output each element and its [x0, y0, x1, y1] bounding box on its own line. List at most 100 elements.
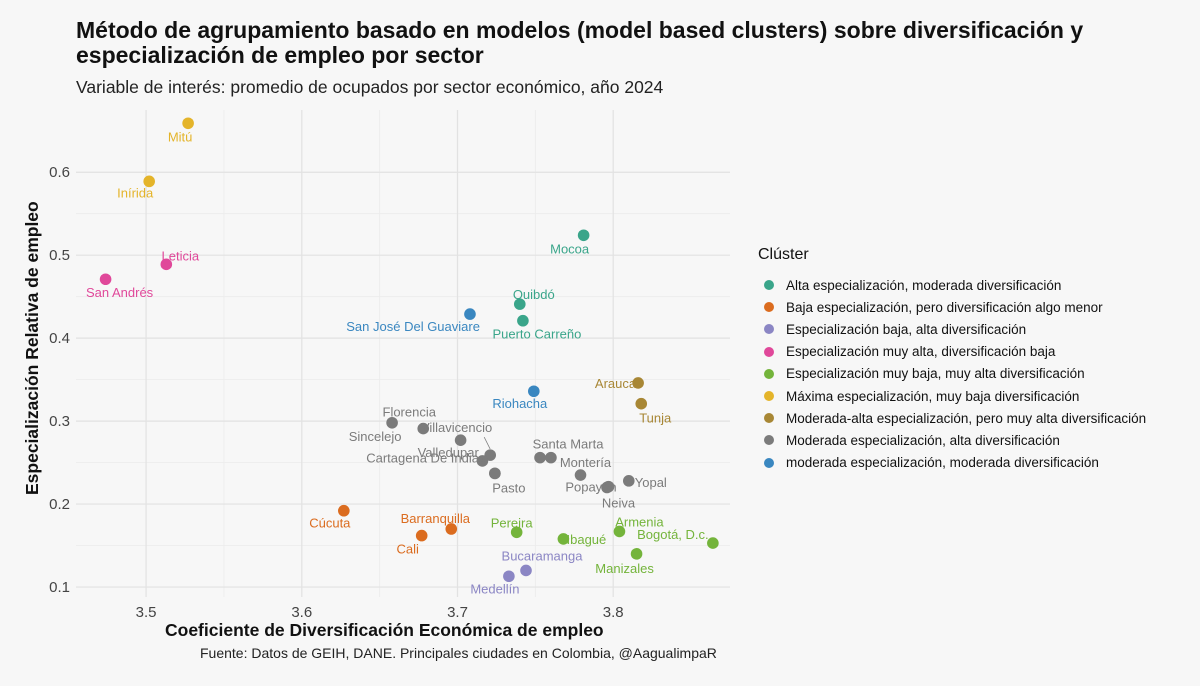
point-label: Riohacha — [492, 396, 548, 411]
y-tick-label: 0.4 — [49, 330, 70, 347]
legend-swatch — [764, 280, 774, 291]
legend-label: Baja especialización, pero diversificaci… — [786, 299, 1103, 315]
data-point — [534, 451, 546, 464]
y-tick-label: 0.5 — [49, 247, 70, 264]
y-tick-label: 0.6 — [49, 164, 70, 181]
legend-label: Moderada-alta especialización, pero muy … — [786, 410, 1147, 426]
point-label: Florencia — [383, 405, 437, 420]
data-point — [528, 385, 540, 398]
data-point — [635, 397, 648, 410]
data-point — [557, 533, 570, 545]
legend-item: Especialización baja, alta diversificaci… — [758, 318, 1146, 340]
point-label: Ibagué — [567, 532, 607, 547]
point-label: Inírida — [117, 185, 154, 200]
data-point — [630, 548, 643, 560]
x-tick-label: 3.5 — [136, 604, 157, 621]
legend-label: Máxima especialización, muy baja diversi… — [786, 388, 1080, 404]
legend-swatch — [764, 435, 774, 446]
point-label: Villavicencio — [421, 420, 492, 435]
data-point — [622, 475, 635, 487]
data-point — [613, 525, 626, 538]
legend-item: Especialización muy baja, muy alta diver… — [758, 363, 1146, 385]
point-label: Quibdó — [513, 287, 555, 302]
data-point — [517, 314, 529, 327]
legend-swatch — [764, 302, 774, 313]
point-label: Bogotá, D.c. — [637, 527, 709, 542]
legend-swatch — [764, 324, 774, 335]
point-label: Barranquilla — [401, 511, 471, 526]
point-label: Pereira — [491, 515, 534, 530]
legend-swatch — [764, 368, 774, 379]
legend-label: Alta especialización, moderada diversifi… — [786, 277, 1062, 293]
point-label: Manizales — [595, 561, 654, 576]
point-label: Puerto Carreño — [492, 327, 581, 342]
legend-item: Baja especialización, pero diversificaci… — [758, 296, 1146, 318]
legend-swatch — [764, 413, 774, 424]
leader-line — [483, 436, 491, 450]
point-label: Neiva — [602, 496, 636, 511]
y-tick-label: 0.3 — [49, 413, 70, 430]
x-tick-label: 3.6 — [291, 604, 312, 621]
legend-item: Moderada-alta especialización, pero muy … — [758, 407, 1146, 429]
data-point — [182, 117, 194, 130]
point-labels: Mitú Inírida Leticia San Andrés Mocoa Quibdó P… — [86, 129, 709, 596]
data-point — [99, 273, 112, 286]
legend-label: moderada especialización, moderada diver… — [786, 455, 1099, 471]
point-label: Mocoa — [550, 241, 590, 256]
point-label: Popayán — [565, 479, 616, 494]
point-label: San José Del Guaviare — [346, 319, 480, 334]
legend-label: Especialización muy baja, muy alta diver… — [786, 366, 1085, 382]
legend-swatch — [764, 346, 774, 357]
point-label: Cali — [396, 542, 419, 557]
legend-label: Especialización muy alta, diversificació… — [786, 344, 1056, 360]
plot-panel — [76, 110, 730, 597]
chart-caption: Fuente: Datos de GEIH, DANE. Principales… — [200, 645, 717, 661]
y-axis-label: Especialización Relativa de empleo — [22, 201, 42, 495]
chart-title: Método de agrupamiento basado en modelos… — [76, 17, 1084, 68]
legend-item: Máxima especialización, muy baja diversi… — [758, 385, 1146, 407]
data-point — [160, 258, 173, 271]
point-label: Armenia — [615, 514, 664, 529]
axis-ticks: 3.5 3.6 3.7 3.8 0.1 0.2 0.3 0.4 0.5 0.6 — [49, 164, 624, 621]
legend-swatch — [764, 391, 774, 402]
legend-item: Alta especialización, moderada diversifi… — [758, 274, 1146, 296]
data-point — [386, 416, 398, 429]
data-point — [417, 422, 430, 435]
data-point — [545, 451, 557, 464]
point-label: Tunja — [639, 411, 672, 426]
legend-title: Clúster — [758, 246, 809, 263]
chart-subtitle: Variable de interés: promedio de ocupado… — [76, 77, 664, 97]
data-point — [454, 434, 467, 446]
legend-item: Moderada especialización, alta diversifi… — [758, 429, 1146, 451]
point-label: Montería — [560, 455, 612, 470]
point-label: Valledupar — [418, 445, 480, 460]
legend-label: Especialización baja, alta diversificaci… — [786, 321, 1027, 337]
x-tick-label: 3.7 — [447, 604, 468, 621]
y-tick-label: 0.1 — [49, 579, 70, 596]
y-tick-label: 0.2 — [49, 496, 70, 513]
point-label: Medellín — [470, 581, 519, 596]
legend: Clúster Alta especialización, moderada d… — [758, 246, 1146, 474]
data-point — [445, 523, 458, 535]
legend-items: Alta especialización, moderada diversifi… — [758, 274, 1146, 474]
point-label: Mitú — [168, 129, 193, 144]
point-label: Yopal — [635, 475, 667, 490]
data-point — [476, 455, 489, 467]
data-point — [602, 480, 615, 493]
data-point — [489, 467, 501, 480]
point-label: Arauca — [595, 376, 637, 391]
data-point — [577, 229, 590, 242]
legend-label: Moderada especialización, alta diversifi… — [786, 432, 1060, 448]
data-point — [632, 377, 644, 389]
legend-item: Especialización muy alta, diversificació… — [758, 341, 1146, 363]
data-point — [707, 537, 719, 549]
point-label: Sincelejo — [349, 429, 402, 444]
x-tick-label: 3.8 — [603, 604, 624, 621]
point-label: Cúcuta — [309, 516, 351, 531]
point-label: Pasto — [492, 480, 525, 495]
point-label: Bucaramanga — [502, 548, 584, 563]
x-axis-label: Coeficiente de Diversificación Económica… — [165, 620, 604, 640]
data-point — [503, 570, 515, 583]
data-point — [338, 504, 350, 517]
